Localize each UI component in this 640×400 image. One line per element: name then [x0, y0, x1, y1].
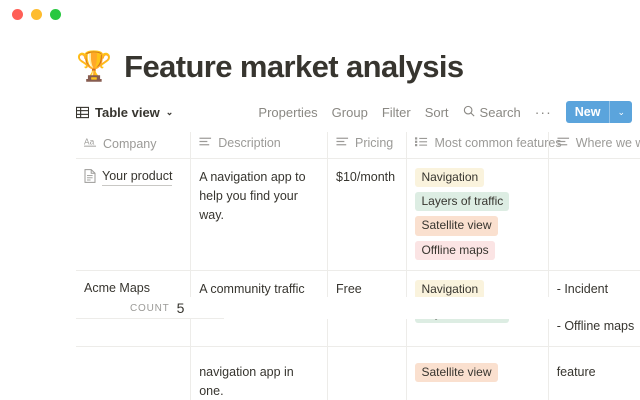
- page-title: Feature market analysis: [124, 49, 464, 84]
- cell-description[interactable]: navigation app in one.: [190, 346, 329, 400]
- count-value: 5: [176, 300, 185, 316]
- page-content: 🏆 Feature market analysis Table view ⌄ P…: [0, 28, 640, 400]
- cell-features[interactable]: Satellite view: [406, 346, 549, 400]
- window-minimize-button[interactable]: [31, 8, 42, 20]
- tab-table-view-label: Table view: [95, 104, 160, 120]
- column-header-where-we-win-label: Where we win: [575, 136, 640, 151]
- feature-tag: Navigation: [415, 279, 485, 300]
- cell-company[interactable]: [76, 346, 192, 400]
- new-button-label: New: [574, 105, 601, 120]
- page-header: 🏆 Feature market analysis: [0, 28, 640, 84]
- column-header-description-label: Description: [218, 136, 281, 151]
- text-lines-icon: [199, 136, 212, 150]
- text-lines-icon: [336, 136, 349, 150]
- count-label: Count: [130, 302, 170, 314]
- search-button[interactable]: Search: [463, 105, 521, 120]
- feature-tag: Layers of traffic: [415, 192, 510, 212]
- new-button-chevron-down-icon[interactable]: ⌄: [617, 106, 625, 117]
- column-header-pricing[interactable]: Pricing: [327, 132, 408, 160]
- window-zoom-button[interactable]: [50, 8, 61, 20]
- feature-tag: Satellite view: [415, 216, 498, 236]
- new-button[interactable]: New ⌄: [565, 101, 632, 124]
- database-table-wrapper: Aa Company: [76, 132, 640, 400]
- cell-where-we-win[interactable]: [548, 158, 640, 271]
- table-row[interactable]: navigation app in one. Satellite view fe…: [76, 346, 640, 400]
- cell-features[interactable]: Navigation Layers of traffic Satellite v…: [406, 158, 549, 271]
- cell-company[interactable]: Your product: [76, 158, 192, 271]
- column-header-pricing-label: Pricing: [355, 136, 394, 151]
- table-body: Your product A navigation app to help yo…: [76, 158, 640, 400]
- feature-tag: Navigation: [415, 168, 485, 188]
- table-grid-icon: [76, 106, 89, 119]
- feature-tag: Satellite view: [415, 363, 498, 383]
- properties-button[interactable]: Properties: [258, 104, 318, 120]
- svg-text:Aa: Aa: [84, 136, 95, 146]
- more-options-button[interactable]: ···: [534, 104, 552, 121]
- window-titlebar: [0, 0, 640, 28]
- cell-where-we-win[interactable]: feature: [548, 346, 640, 400]
- table-row[interactable]: Your product A navigation app to help yo…: [76, 158, 640, 271]
- toolbar-actions: Properties Group Filter Sort Search ··· …: [258, 101, 640, 124]
- cell-company-text: Acme Maps: [84, 280, 150, 298]
- database-toolbar: Table view ⌄ Properties Group Filter Sor…: [0, 84, 640, 132]
- column-header-most-common-features[interactable]: Most common features: [406, 132, 562, 160]
- column-header-where-we-win[interactable]: Where we win: [548, 132, 640, 160]
- title-text-icon: Aa: [84, 136, 97, 151]
- column-header-company-label: Company: [103, 136, 157, 151]
- window-close-button[interactable]: [12, 8, 23, 20]
- trophy-icon: 🏆: [76, 50, 113, 83]
- count-summary-overlay[interactable]: Count 5: [0, 297, 640, 319]
- cell-description[interactable]: A navigation app to help you find your w…: [190, 158, 329, 271]
- page-document-icon: [84, 169, 96, 189]
- search-label: Search: [479, 104, 521, 120]
- cell-pricing[interactable]: [327, 346, 408, 400]
- group-button[interactable]: Group: [331, 104, 368, 120]
- database-table: Aa Company: [76, 132, 640, 400]
- multi-select-icon: [415, 136, 428, 150]
- column-header-most-common-features-label: Most common features: [434, 136, 562, 151]
- count-divider: [76, 318, 224, 319]
- cell-pricing[interactable]: $10/month: [327, 158, 408, 271]
- new-button-divider: [609, 101, 611, 124]
- feature-tag: Offline maps: [415, 240, 495, 260]
- column-header-description[interactable]: Description: [190, 132, 329, 160]
- cell-company-text: Your product: [102, 168, 173, 186]
- tab-table-view[interactable]: Table view ⌄: [76, 105, 173, 120]
- column-header-company[interactable]: Aa Company: [76, 132, 192, 160]
- chevron-down-icon: ⌄: [165, 106, 174, 117]
- table-header-row: Aa Company: [76, 132, 640, 160]
- filter-button[interactable]: Filter: [381, 104, 411, 120]
- sort-button[interactable]: Sort: [424, 104, 449, 120]
- search-icon: [463, 105, 475, 120]
- text-lines-icon: [557, 136, 570, 150]
